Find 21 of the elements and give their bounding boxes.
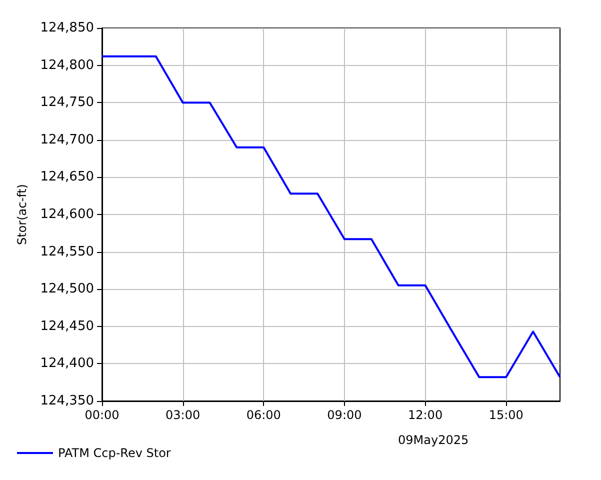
x-tick-label: 12:00 xyxy=(408,408,443,422)
y-tick-label: 124,800 xyxy=(40,58,94,73)
y-axis-title: Stor(ac-ft) xyxy=(15,184,29,245)
y-tick-label: 124,650 xyxy=(40,170,94,185)
x-tick-label: 06:00 xyxy=(246,408,281,422)
y-tick-label: 124,550 xyxy=(40,244,94,260)
legend-label: PATM Ccp-Rev Stor xyxy=(58,446,171,460)
y-tick-label: 124,700 xyxy=(40,132,94,148)
text: 09May2025 xyxy=(398,433,469,447)
y-tick-label: 124,350 xyxy=(40,394,94,408)
x-tick-label: 03:00 xyxy=(166,408,200,422)
y-tick-label: 124,500 xyxy=(40,282,94,297)
y-tick-label: 124,850 xyxy=(40,20,94,36)
y-tick-label: 124,400 xyxy=(40,356,94,372)
y-tick-label: 124,450 xyxy=(40,318,94,334)
y-tick-label: 124,750 xyxy=(40,95,94,110)
x-tick-label: 00:00 xyxy=(84,408,120,422)
line-series xyxy=(101,55,561,378)
y-tick-label: 124,600 xyxy=(40,207,94,222)
x-tick-label: 09:00 xyxy=(327,408,362,422)
x-tick-label: 15:00 xyxy=(488,408,524,422)
